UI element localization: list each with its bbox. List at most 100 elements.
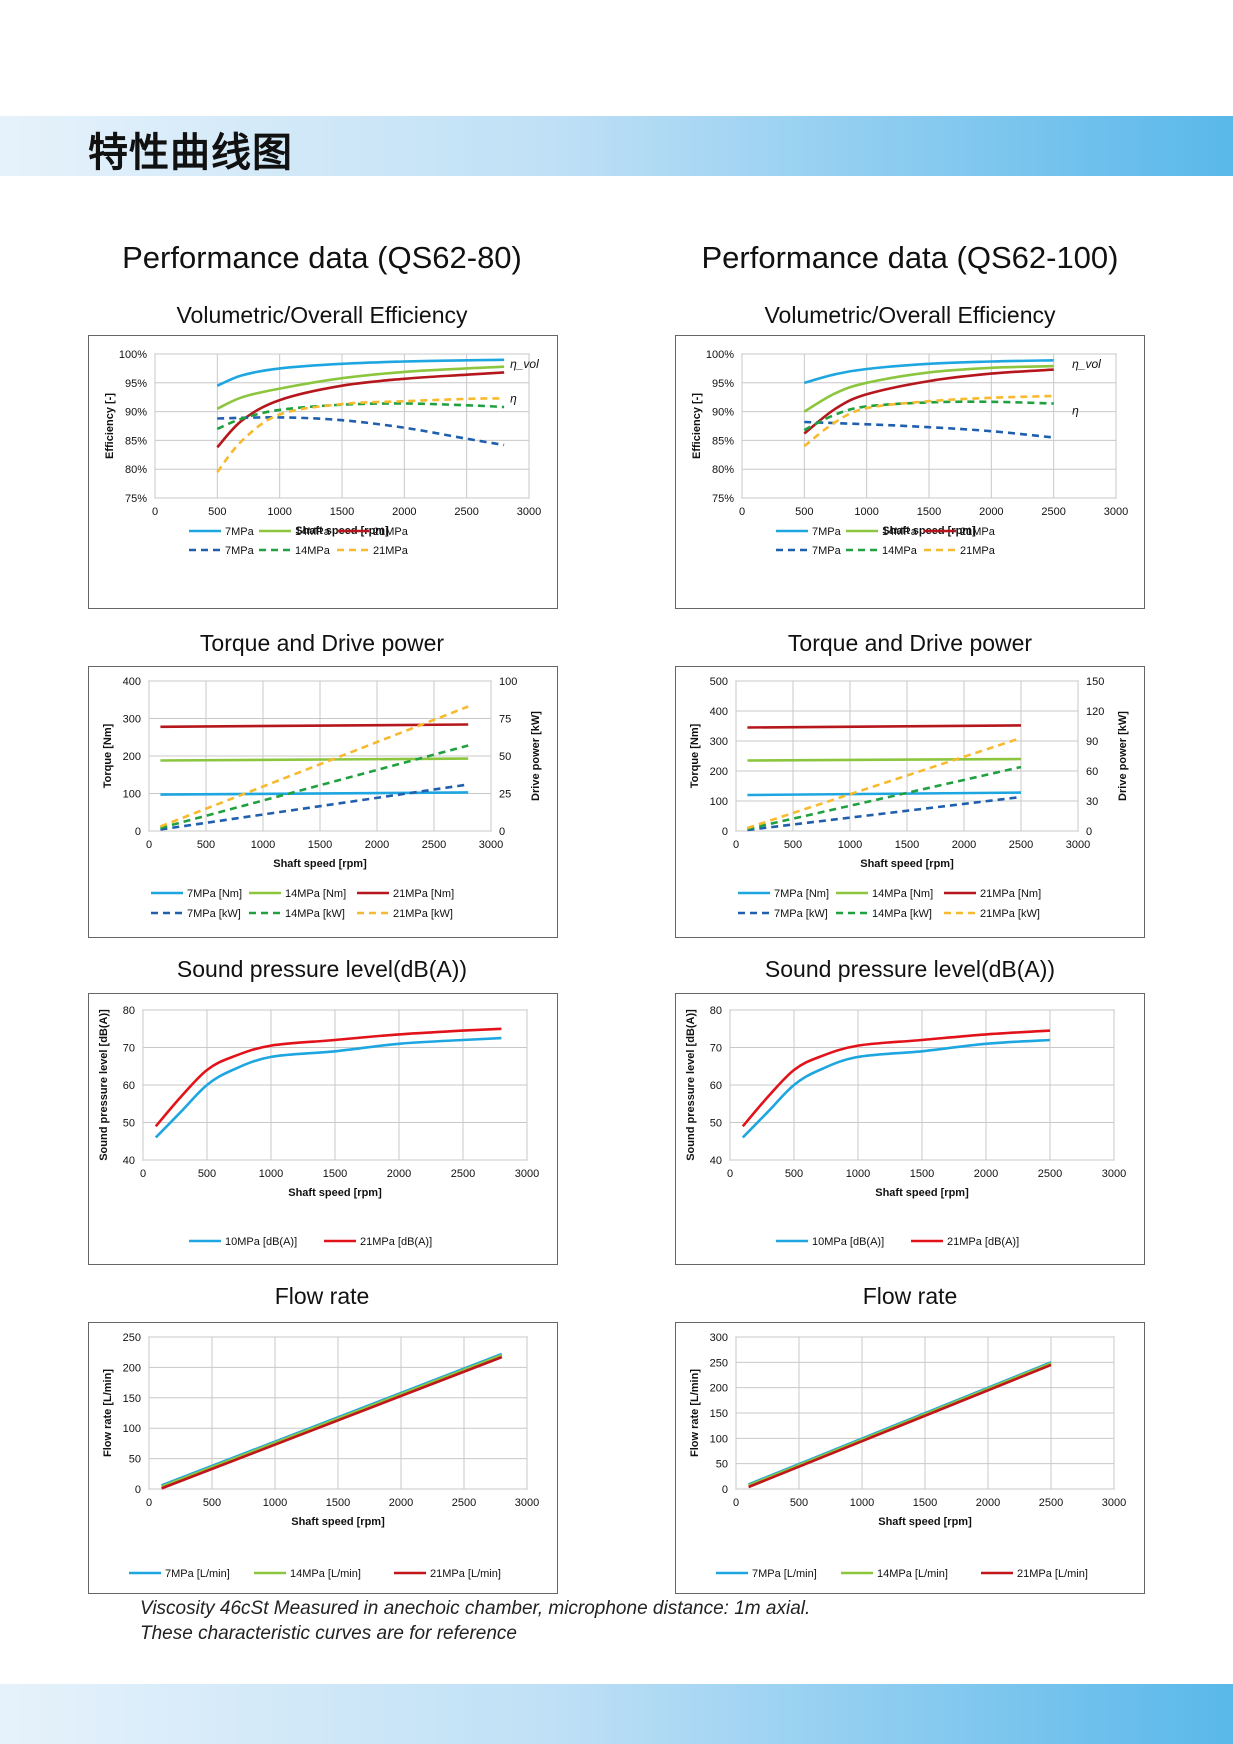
legend-label: 10MPa [dB(A)] [225, 1236, 297, 1248]
x-tick-label: 2500 [452, 1497, 476, 1509]
y2-tick-label: 0 [499, 826, 505, 838]
x-tick-label: 2000 [387, 1168, 411, 1180]
y-tick-label: 150 [710, 1408, 728, 1420]
legend-label: 7MPa [225, 545, 255, 557]
x-tick-label: 2000 [392, 506, 416, 518]
legend-label: 21MPa [dB(A)] [947, 1236, 1019, 1248]
y-tick-label: 500 [710, 676, 728, 688]
x-tick-label: 1000 [267, 506, 291, 518]
annotation-label: η_vol [510, 357, 539, 371]
y2-tick-label: 30 [1086, 796, 1098, 808]
header-band [0, 116, 1233, 176]
x-tick-label: 500 [197, 839, 215, 851]
x-tick-label: 2500 [1009, 839, 1033, 851]
y-tick-label: 50 [716, 1459, 728, 1471]
series-line [747, 765, 1022, 831]
y-tick-label: 0 [722, 1484, 728, 1496]
y-axis-label: Efficiency [-] [691, 393, 703, 459]
x-tick-label: 0 [727, 1168, 733, 1180]
legend-label: 7MPa [225, 526, 255, 538]
series-line [216, 365, 505, 410]
y-tick-label: 200 [710, 1383, 728, 1395]
x-tick-label: 1000 [850, 1497, 874, 1509]
x-axis-label: Shaft speed [rpm] [875, 1187, 969, 1199]
x-tick-label: 500 [784, 839, 802, 851]
y-tick-label: 100 [710, 1433, 728, 1445]
legend-label: 14MPa [Nm] [285, 888, 346, 900]
series-line [804, 420, 1054, 439]
flow-chart-svg: 0 500 1000 1500 2000 2500 3000 0 50 100 150 200 250 3… [689, 1332, 1126, 1580]
torque-chart-svg: 0 500 1000 1500 2000 2500 30000100200300400025… [102, 676, 542, 920]
x-tick-label: 500 [198, 1168, 216, 1180]
column-title-qs62-100: Performance data (QS62-100) [701, 240, 1119, 275]
series-line [161, 1355, 503, 1490]
y-tick-label: 50 [123, 1118, 135, 1130]
x-tick-label: 1500 [917, 506, 941, 518]
legend-label: 14MPa [kW] [872, 908, 932, 920]
y-tick-label: 200 [710, 766, 728, 778]
y-tick-label: 95% [712, 378, 734, 390]
x-tick-label: 1500 [330, 506, 354, 518]
y-tick-label: 80 [123, 1005, 135, 1017]
y-tick-label: 100% [706, 349, 734, 361]
legend-label: 14MPa [295, 545, 331, 557]
annotation-label: η [510, 391, 517, 405]
series-line [216, 397, 505, 473]
x-tick-label: 500 [795, 506, 813, 518]
y-tick-label: 400 [710, 706, 728, 718]
y-tick-label: 90% [712, 407, 734, 419]
x-tick-label: 0 [152, 506, 158, 518]
series-line [160, 723, 469, 729]
series-line [154, 1036, 502, 1139]
x-tick-label: 2000 [365, 839, 389, 851]
x-tick-label: 500 [208, 506, 226, 518]
legend-label: 21MPa [960, 545, 996, 557]
efficiency-chart-svg: 0 500 1000 1500 2000 2500 3000 75% 80% 85% 90% 95% 1… [104, 349, 541, 557]
y-tick-label: 80% [712, 464, 734, 476]
y-tick-label: 100 [123, 1423, 141, 1435]
series-line [747, 757, 1022, 762]
y-tick-label: 250 [123, 1332, 141, 1344]
x-tick-label: 1000 [854, 506, 878, 518]
y-tick-label: 75% [712, 493, 734, 505]
y-tick-label: 200 [123, 1362, 141, 1374]
y-tick-label: 200 [123, 751, 141, 763]
chart-title-torque: Torque and Drive power [787, 630, 1033, 656]
legend-label: 21MPa [L/min] [1017, 1568, 1088, 1580]
x-tick-label: 0 [733, 1497, 739, 1509]
x-tick-label: 2500 [422, 839, 446, 851]
legend-label: 21MPa [373, 545, 409, 557]
series-line [803, 359, 1054, 385]
x-tick-label: 2500 [1041, 506, 1065, 518]
x-tick-label: 0 [146, 1497, 152, 1509]
y-tick-label: 300 [123, 714, 141, 726]
series-line [741, 1029, 1051, 1128]
legend-label: 21MPa [dB(A)] [360, 1236, 432, 1248]
chart-torque-qs62-100: 0 500 1000 1500 2000 2500 3000 0 100 200 300 400 500… [675, 666, 1145, 938]
x-tick-label: 0 [146, 839, 152, 851]
x-axis-label: Shaft speed [rpm] [291, 1516, 385, 1528]
y2-tick-label: 150 [1086, 676, 1104, 688]
legend-label: 7MPa [kW] [187, 908, 241, 920]
y-tick-label: 100 [710, 796, 728, 808]
chart-title-flow: Flow rate [274, 1283, 370, 1309]
x-tick-label: 1000 [838, 839, 862, 851]
y-tick-label: 70 [123, 1043, 135, 1055]
y-axis-label: Sound pressure level [dB(A)] [98, 1009, 110, 1161]
y-tick-label: 80 [710, 1005, 722, 1017]
x-tick-label: 2500 [1039, 1497, 1063, 1509]
y-tick-label: 40 [710, 1155, 722, 1167]
y2-tick-label: 100 [499, 676, 517, 688]
y2-tick-label: 0 [1086, 826, 1092, 838]
chart-efficiency-qs62-100: 0 500 1000 1500 2000 2500 3000 75% 80% 85% 90% 95% 1… [675, 335, 1145, 609]
x-tick-label: 500 [785, 1168, 803, 1180]
x-tick-label: 1000 [259, 1168, 283, 1180]
series-line [747, 795, 1022, 832]
flow-chart-svg: 0 500 1000 1500 2000 2500 3000 0 50 100 150 200 250 S… [102, 1332, 539, 1580]
x-tick-label: 500 [203, 1497, 221, 1509]
x-tick-label: 2000 [389, 1497, 413, 1509]
series-line [803, 394, 1054, 448]
x-tick-label: 1500 [895, 839, 919, 851]
legend-label: 7MPa [812, 526, 842, 538]
x-tick-label: 2000 [979, 506, 1003, 518]
